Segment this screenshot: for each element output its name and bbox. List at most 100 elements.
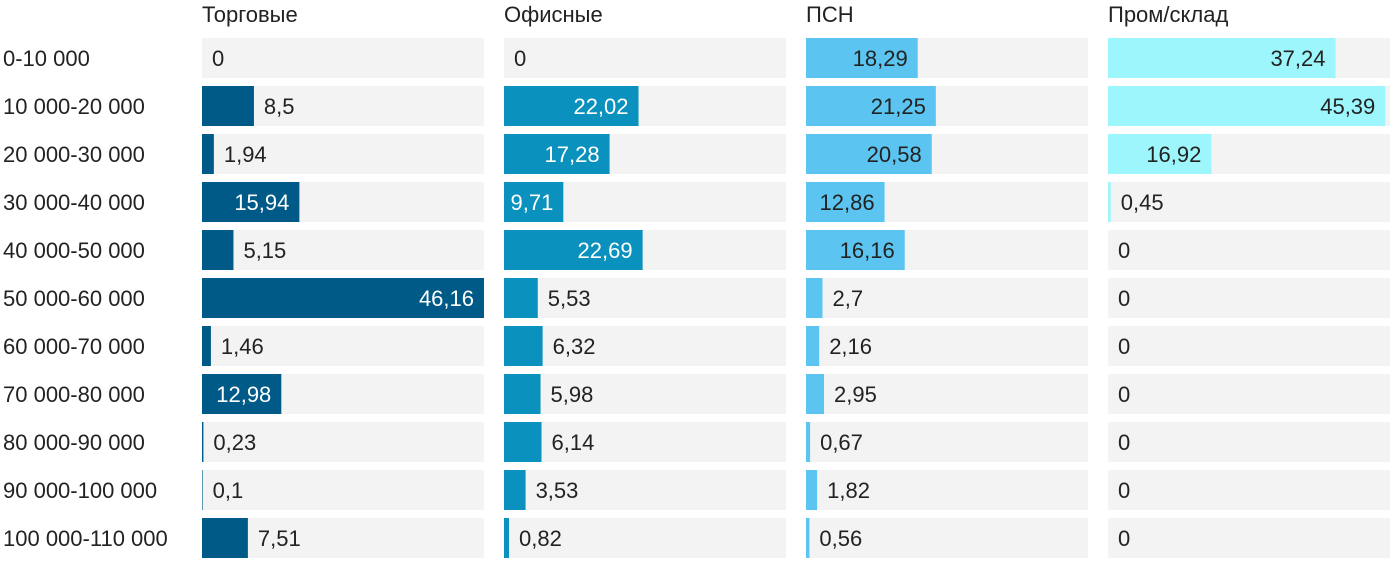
- category-label: 70 000-80 000: [3, 382, 145, 407]
- data-label: 16,92: [1146, 142, 1201, 167]
- bar-track: [202, 230, 484, 270]
- data-label: 1,94: [224, 142, 267, 167]
- data-label: 22,69: [578, 238, 633, 263]
- series-title: ПСН: [806, 2, 854, 27]
- data-label: 0,82: [519, 526, 562, 551]
- bar-track: [202, 518, 484, 558]
- data-label: 12,98: [216, 382, 271, 407]
- bar: [504, 422, 542, 462]
- bar: [1108, 182, 1111, 222]
- data-label: 1,46: [221, 334, 264, 359]
- bar-track: [1108, 422, 1390, 462]
- bar-track: [806, 422, 1088, 462]
- data-label: 21,25: [871, 94, 926, 119]
- bar-track: [1108, 374, 1390, 414]
- data-label: 9,71: [510, 190, 553, 215]
- category-label: 30 000-40 000: [3, 190, 145, 215]
- bar-track: [202, 134, 484, 174]
- category-label: 10 000-20 000: [3, 94, 145, 119]
- bar-track: [202, 326, 484, 366]
- data-label: 18,29: [853, 46, 908, 71]
- bar-track: [504, 470, 786, 510]
- bar-track: [202, 38, 484, 78]
- bar-track: [806, 278, 1088, 318]
- panels: 0 8,5 1,94 15,94 5,15 46,16 1,46 12,98 0,23 0,1 7,…: [202, 38, 1390, 558]
- data-label: 15,94: [234, 190, 289, 215]
- bar: [1108, 134, 1212, 174]
- panel-1: 0 8,5 1,94 15,94 5,15 46,16 1,46 12,98 0,23 0,1 7,…: [202, 38, 484, 558]
- bar-track: [1108, 278, 1390, 318]
- data-label: 0: [1118, 286, 1130, 311]
- bar: [806, 470, 818, 510]
- data-label: 0: [1118, 526, 1130, 551]
- bar: [202, 326, 211, 366]
- category-label: 60 000-70 000: [3, 334, 145, 359]
- data-label: 0,56: [819, 526, 862, 551]
- data-label: 0,67: [820, 430, 863, 455]
- bar: [504, 278, 538, 318]
- series-title: Пром/склад: [1108, 2, 1228, 27]
- bar: [504, 518, 510, 558]
- category-label: 50 000-60 000: [3, 286, 145, 311]
- category-label: 20 000-30 000: [3, 142, 145, 167]
- data-label: 0: [1118, 334, 1130, 359]
- bar-track: [806, 326, 1088, 366]
- bar: [202, 422, 204, 462]
- data-label: 5,53: [548, 286, 591, 311]
- data-label: 2,7: [832, 286, 863, 311]
- category-label: 100 000-110 000: [3, 526, 168, 551]
- bar: [504, 86, 639, 126]
- bar: [806, 230, 905, 270]
- bar: [202, 518, 248, 558]
- bar: [806, 38, 918, 78]
- data-label: 6,14: [552, 430, 595, 455]
- category-label: 80 000-90 000: [3, 430, 145, 455]
- data-label: 2,95: [834, 382, 877, 407]
- bar-track: [504, 422, 786, 462]
- data-label: 37,24: [1270, 46, 1325, 71]
- data-label: 0,23: [213, 430, 256, 455]
- bar-track: [1108, 518, 1390, 558]
- bar-track: [806, 374, 1088, 414]
- data-label: 1,82: [827, 478, 870, 503]
- data-label: 0: [514, 46, 526, 71]
- data-label: 7,51: [258, 526, 301, 551]
- bar: [202, 86, 254, 126]
- bar: [202, 134, 214, 174]
- bar: [202, 374, 282, 414]
- data-label: 45,39: [1320, 94, 1375, 119]
- bar: [806, 134, 932, 174]
- bar-track: [202, 470, 484, 510]
- bar: [202, 230, 234, 270]
- data-label: 0: [1118, 382, 1130, 407]
- column-titles: Торговые Офисные ПСН Пром/склад: [202, 2, 1228, 27]
- data-label: 46,16: [419, 286, 474, 311]
- bar: [806, 518, 810, 558]
- data-label: 6,32: [553, 334, 596, 359]
- data-label: 16,16: [840, 238, 895, 263]
- category-label: 0-10 000: [3, 46, 90, 71]
- panel-3: 18,29 21,25 20,58 12,86 16,16 2,7 2,16 2,95 0,67…: [806, 38, 1088, 558]
- bar: [504, 374, 541, 414]
- data-label: 0: [1118, 478, 1130, 503]
- bar: [1108, 38, 1336, 78]
- data-label: 20,58: [867, 142, 922, 167]
- series-title: Офисные: [504, 2, 603, 27]
- bar: [202, 278, 484, 318]
- data-label: 0: [1118, 430, 1130, 455]
- bar: [806, 326, 820, 366]
- category-label: 40 000-50 000: [3, 238, 145, 263]
- data-label: 0: [1118, 238, 1130, 263]
- data-label: 0,45: [1121, 190, 1164, 215]
- bar: [806, 422, 811, 462]
- bar: [806, 182, 885, 222]
- data-label: 0,1: [213, 478, 244, 503]
- bar-track: [504, 374, 786, 414]
- data-label: 5,98: [551, 382, 594, 407]
- data-label: 2,16: [829, 334, 872, 359]
- bar-track: [504, 278, 786, 318]
- bar: [504, 134, 610, 174]
- bar-track: [504, 38, 786, 78]
- panel-2: 0 22,02 17,28 9,71 22,69 5,53 6,32 5,98 6,14 3,53…: [504, 38, 786, 558]
